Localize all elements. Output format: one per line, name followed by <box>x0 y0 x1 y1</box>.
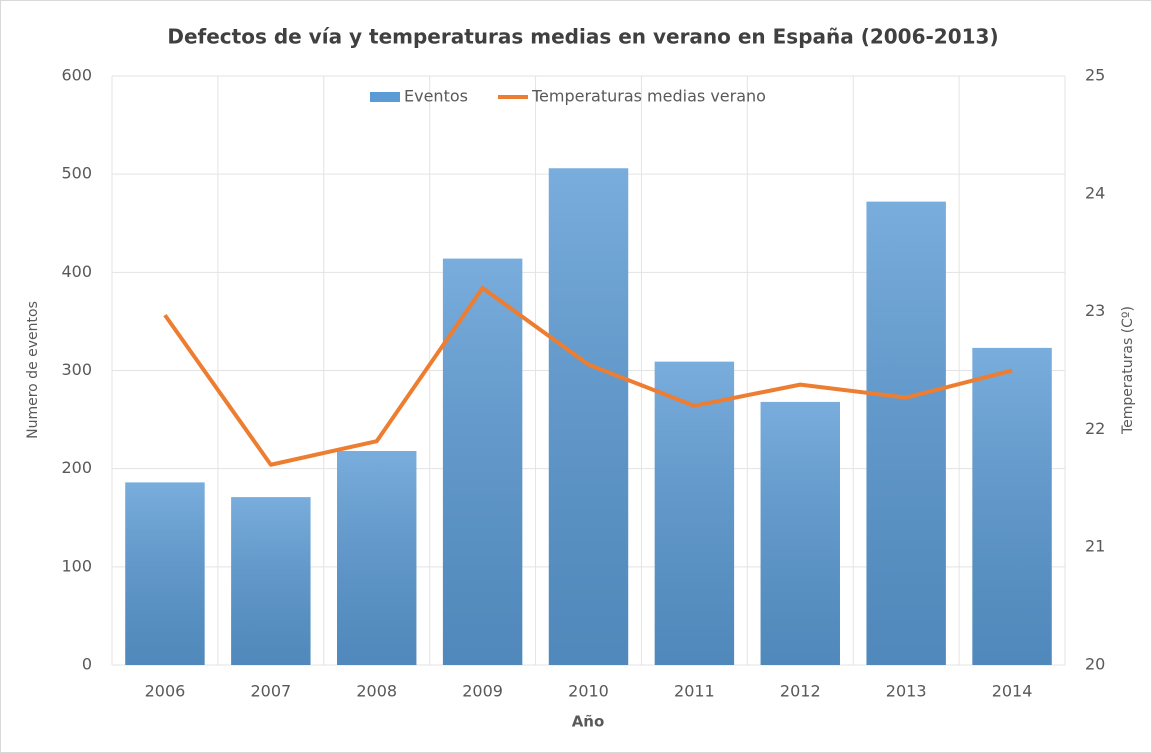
legend-label: Temperaturas medias verano <box>531 87 766 106</box>
y2-tick-label: 22 <box>1085 419 1105 438</box>
x-tick-label: 2010 <box>568 682 609 701</box>
bar-shade <box>866 201 946 666</box>
x-tick-label: 2006 <box>145 682 186 701</box>
x-tick-label: 2014 <box>992 682 1033 701</box>
x-tick-label: 2011 <box>674 682 715 701</box>
y-tick-label: 500 <box>61 164 92 183</box>
y2-tick-label: 21 <box>1085 537 1105 556</box>
y-tick-label: 100 <box>61 556 92 575</box>
y-tick-label: 200 <box>61 458 92 477</box>
y-tick-label: 0 <box>82 655 92 674</box>
bar-shade <box>654 361 735 665</box>
bar-shade <box>442 258 523 665</box>
bar-shade <box>231 497 311 665</box>
x-tick-label: 2013 <box>886 682 927 701</box>
y2-axis-label: Temperaturas (Cº) <box>1120 306 1136 435</box>
legend-label: Eventos <box>404 87 468 106</box>
bar-shade <box>125 482 205 665</box>
bar-shade <box>337 450 417 665</box>
chart-title: Defectos de vía y temperaturas medias en… <box>167 25 998 49</box>
y2-tick-label: 20 <box>1085 655 1105 674</box>
bar-shade <box>548 168 629 665</box>
x-axis-label: Año <box>572 713 605 731</box>
y-tick-label: 600 <box>61 66 92 85</box>
x-tick-label: 2007 <box>250 682 291 701</box>
y-tick-label: 300 <box>61 360 92 379</box>
bar-shade <box>972 347 1052 665</box>
y2-tick-label: 23 <box>1085 301 1105 320</box>
y-axis-label: Numero de eventos <box>25 301 41 439</box>
x-tick-label: 2008 <box>356 682 397 701</box>
y2-tick-label: 24 <box>1085 183 1105 202</box>
y-tick-label: 400 <box>61 262 92 281</box>
line <box>163 286 1013 467</box>
bar-shade <box>760 401 840 665</box>
x-tick-label: 2012 <box>780 682 821 701</box>
y2-tick-label: 25 <box>1085 66 1105 85</box>
legend-swatch <box>370 92 400 102</box>
x-tick-label: 2009 <box>462 682 503 701</box>
